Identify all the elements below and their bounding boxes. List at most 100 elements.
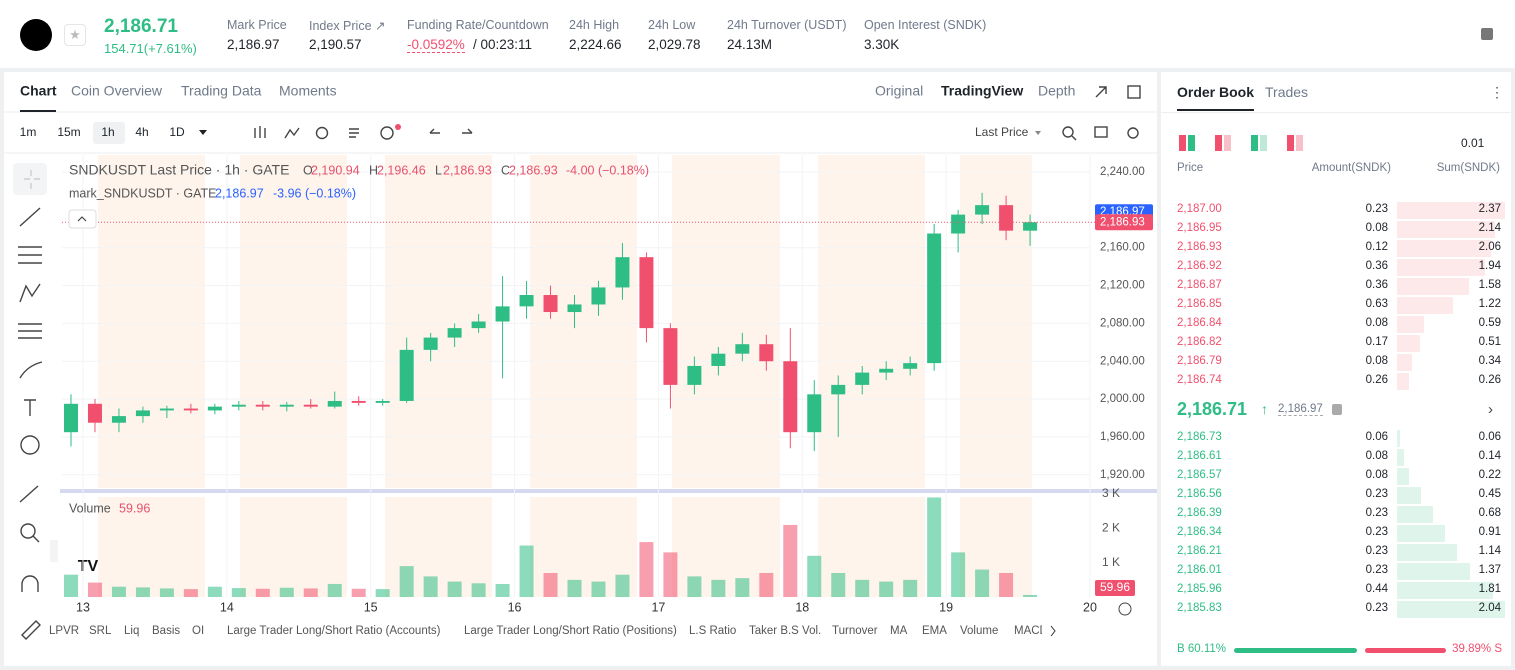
ob-price[interactable]: 2,186.93 bbox=[1177, 241, 1222, 253]
ohlc-key: H bbox=[369, 163, 378, 177]
indicator-tab[interactable]: Large Trader Long/Short Ratio (Accounts) bbox=[227, 625, 441, 637]
price-source: Last Price bbox=[975, 125, 1029, 139]
expand-arrow[interactable]: › bbox=[1488, 401, 1493, 418]
volume-bar bbox=[447, 581, 462, 597]
volume-label-box bbox=[1095, 580, 1135, 596]
interval: 1m bbox=[20, 125, 37, 139]
indicator-tab[interactable]: MACD bbox=[1014, 625, 1048, 637]
indicator-tab[interactable]: SRL bbox=[89, 625, 112, 637]
ob-tab[interactable]: Trades bbox=[1265, 84, 1309, 100]
indicator-tab[interactable]: Large Trader Long/Short Ratio (Positions… bbox=[464, 625, 677, 637]
view-mode[interactable] bbox=[1287, 135, 1294, 151]
view-mode[interactable] bbox=[1188, 135, 1195, 151]
ob-amount: 0.08 bbox=[1365, 450, 1388, 462]
ob-price[interactable]: 2,186.92 bbox=[1177, 260, 1222, 272]
menu-icon[interactable] bbox=[1481, 28, 1493, 40]
volume-bar bbox=[183, 589, 198, 597]
view-mode[interactable] bbox=[1251, 135, 1258, 151]
x-tick-label: 15 bbox=[364, 600, 378, 614]
candle-body bbox=[591, 287, 606, 305]
volume-bar bbox=[375, 589, 390, 597]
y-tick-label: 1,960.00 bbox=[1100, 431, 1145, 443]
favorite-star[interactable]: ★ bbox=[64, 24, 86, 46]
indicator-tab[interactable]: MA bbox=[890, 625, 908, 637]
ob-price[interactable]: 2,185.96 bbox=[1177, 583, 1222, 595]
ob-sum: 1.22 bbox=[1478, 298, 1501, 310]
view-mode[interactable] bbox=[1260, 135, 1267, 151]
ob-price[interactable]: 2,186.01 bbox=[1177, 564, 1222, 576]
ob-amount: 0.36 bbox=[1365, 279, 1388, 291]
ob-price[interactable]: 2,186.87 bbox=[1177, 279, 1222, 291]
depth-bar bbox=[1397, 449, 1405, 466]
x-tick-label: 14 bbox=[220, 600, 234, 614]
candle-body bbox=[495, 306, 510, 322]
ob-mark-price: 2,186.97 bbox=[1278, 403, 1323, 416]
indicator-tab[interactable]: LPVR bbox=[49, 625, 79, 637]
candle-body bbox=[519, 295, 534, 307]
chart-tab[interactable]: Chart bbox=[20, 83, 57, 99]
candle-body bbox=[903, 363, 918, 369]
ob-price[interactable]: 2,186.73 bbox=[1177, 431, 1222, 443]
x-tick-label: 20 bbox=[1083, 600, 1097, 614]
depth-bar bbox=[1397, 335, 1421, 352]
candle-body bbox=[255, 404, 270, 407]
view-mode[interactable] bbox=[1179, 135, 1186, 151]
ob-price[interactable]: 2,186.95 bbox=[1177, 222, 1222, 234]
indicator-tab[interactable]: Liq bbox=[124, 625, 139, 637]
collapse-handle[interactable] bbox=[50, 540, 58, 562]
indicator-tab[interactable]: Basis bbox=[152, 625, 180, 637]
ob-price[interactable]: 2,186.84 bbox=[1177, 317, 1222, 329]
ob-price[interactable]: 2,185.83 bbox=[1177, 602, 1222, 614]
ob-price[interactable]: 2,186.56 bbox=[1177, 488, 1222, 500]
candle-body bbox=[351, 400, 366, 403]
y-tick-label: 2,040.00 bbox=[1100, 355, 1145, 367]
tick-size[interactable]: 0.01 bbox=[1461, 136, 1485, 150]
ob-price[interactable]: 2,186.74 bbox=[1177, 374, 1222, 386]
stat-value: 24.13M bbox=[727, 37, 773, 52]
candle-body bbox=[855, 372, 870, 385]
more-icon[interactable]: ⋮ bbox=[1490, 84, 1504, 100]
y-tick-label: 1,920.00 bbox=[1100, 469, 1145, 481]
depth-bar bbox=[1397, 297, 1453, 314]
ob-price[interactable]: 2,186.82 bbox=[1177, 336, 1222, 348]
ob-price[interactable]: 2,186.57 bbox=[1177, 469, 1222, 481]
ob-price[interactable]: 2,186.21 bbox=[1177, 545, 1222, 557]
stat-suffix: / 00:23:11 bbox=[473, 37, 533, 52]
view-mode[interactable] bbox=[1224, 135, 1231, 151]
y-tick-label: 2,000.00 bbox=[1100, 393, 1145, 405]
ob-price[interactable]: 2,186.61 bbox=[1177, 450, 1222, 462]
session-band bbox=[960, 497, 1032, 597]
collapse-button[interactable] bbox=[68, 209, 97, 229]
ob-price[interactable]: 2,186.39 bbox=[1177, 507, 1222, 519]
indicator-tabs: LPVR SRL Liq Basis OI Large Trader Long/Short… bbox=[49, 625, 1048, 637]
indicator-tab[interactable]: EMA bbox=[922, 625, 947, 637]
depth-bar bbox=[1397, 430, 1401, 447]
indicator-tab[interactable]: OI bbox=[192, 625, 204, 637]
session-band bbox=[818, 155, 925, 488]
view-mode[interactable] bbox=[1296, 135, 1303, 151]
indicator-tab[interactable]: Taker B.S Vol. bbox=[749, 625, 821, 637]
ob-price[interactable]: 2,186.79 bbox=[1177, 355, 1222, 367]
stat-value: 2,029.78 bbox=[648, 37, 701, 52]
x-tick-label: 13 bbox=[76, 600, 90, 614]
view-mode[interactable] bbox=[1215, 135, 1222, 151]
ob-price[interactable]: 2,187.00 bbox=[1177, 203, 1222, 215]
ob-tab[interactable]: Order Book bbox=[1177, 84, 1255, 111]
ob-amount: 0.23 bbox=[1365, 488, 1388, 500]
settings-icon[interactable] bbox=[1118, 602, 1132, 616]
indicator-tab[interactable]: L.S Ratio bbox=[689, 625, 736, 637]
volume-title: Volume bbox=[69, 501, 111, 515]
view-tab: Original bbox=[875, 83, 923, 99]
depth-bar bbox=[1397, 240, 1491, 257]
session-band bbox=[530, 155, 637, 488]
indicator-tab[interactable]: Turnover bbox=[832, 625, 878, 637]
ob-amount: 0.23 bbox=[1365, 602, 1388, 614]
ob-price[interactable]: 2,186.85 bbox=[1177, 298, 1222, 310]
volume-bar bbox=[663, 552, 678, 597]
ob-amount: 0.63 bbox=[1365, 298, 1388, 310]
indicator-tab[interactable]: Volume bbox=[960, 625, 998, 637]
ob-price[interactable]: 2,186.34 bbox=[1177, 526, 1222, 538]
ohlc-value: 2,186.93 bbox=[509, 163, 558, 177]
ob-amount: 0.23 bbox=[1365, 526, 1388, 538]
view-tab: Depth bbox=[1038, 83, 1075, 99]
